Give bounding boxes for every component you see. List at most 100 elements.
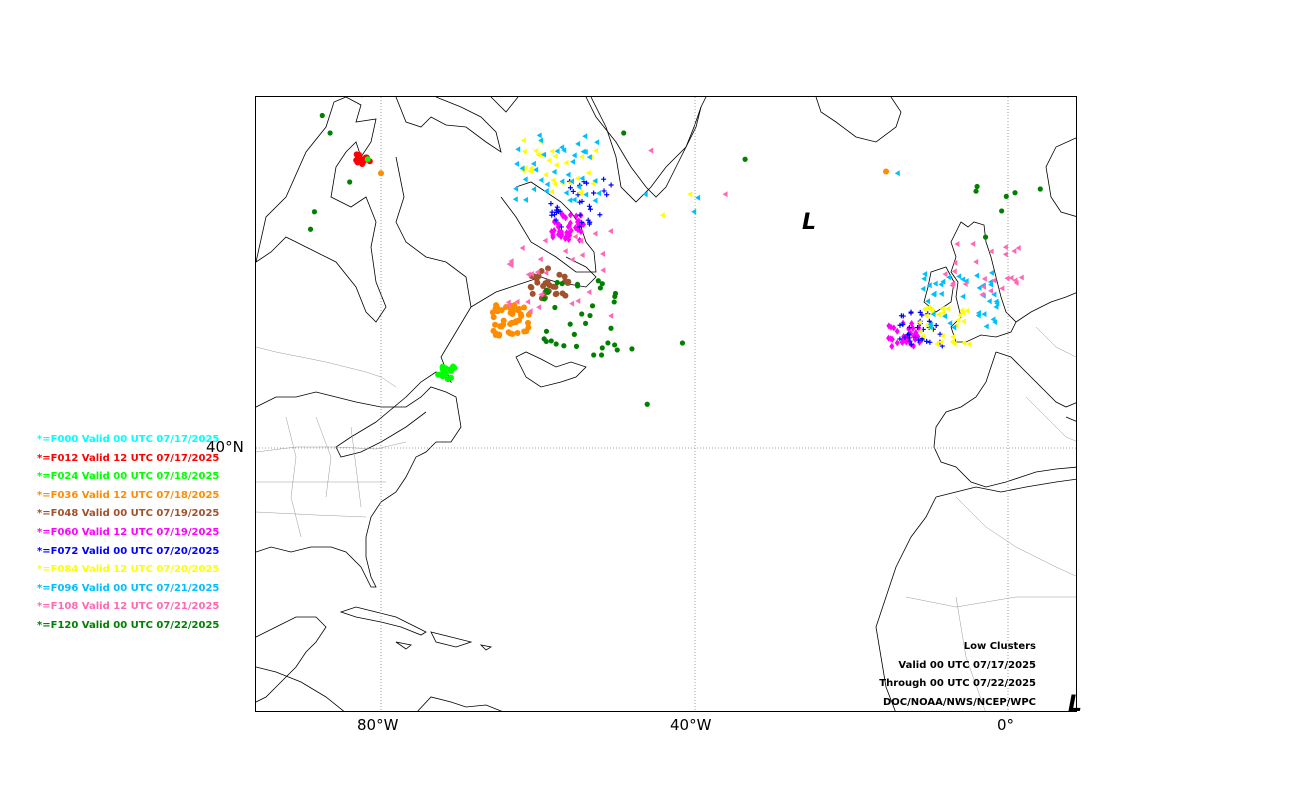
low-center-marker: [988, 281, 994, 288]
low-center-marker: [908, 309, 914, 315]
low-center-marker: [522, 196, 528, 203]
low-center-marker: [549, 227, 555, 235]
low-center-marker: [629, 346, 635, 352]
low-center-marker: [608, 325, 614, 331]
low-center-marker: [536, 304, 542, 311]
low-center-marker: [950, 333, 956, 340]
low-center-marker: [511, 302, 518, 309]
low-center-marker: [548, 201, 554, 207]
low-center-marker: [593, 147, 599, 154]
low-center-marker: [573, 212, 579, 220]
low-center-marker: [538, 267, 545, 274]
low-center-marker: [543, 328, 550, 334]
legend-item-f108: *=F108 Valid 12 UTC 07/21/2025: [37, 601, 220, 613]
low-center-marker: [522, 165, 528, 172]
low-center-marker: [514, 298, 520, 305]
low-center-marker: [964, 307, 970, 314]
low-center-marker: [586, 221, 592, 227]
low-center-marker: [540, 151, 546, 158]
low-center-marker: [924, 322, 930, 329]
low-center-marker: [435, 371, 442, 378]
low-center-marker: [567, 321, 573, 327]
low-center-marker: [567, 197, 573, 204]
low-center-marker: [905, 332, 911, 338]
legend-item-f072: *=F072 Valid 00 UTC 07/20/2025: [37, 545, 220, 557]
low-center-marker: [555, 208, 561, 214]
lon-label-40w: 40°W: [670, 716, 712, 734]
low-center-marker: [327, 130, 333, 136]
low-center-marker: [578, 189, 584, 196]
low-center-marker: [525, 271, 531, 278]
low-center-marker: [597, 212, 603, 218]
low-center-marker: [311, 209, 318, 215]
low-center-marker: [585, 217, 591, 223]
low-center-marker: [559, 144, 565, 151]
low-center-marker: [934, 341, 940, 348]
low-center-marker: [561, 343, 567, 349]
low-center-marker: [525, 319, 532, 326]
low-center-marker: [538, 137, 544, 144]
low-center-marker: [970, 240, 976, 247]
low-center-marker: [886, 322, 892, 330]
low-center-marker: [574, 175, 580, 182]
low-center-marker: [942, 313, 948, 320]
low-center-marker: [570, 188, 576, 194]
low-center-marker: [573, 343, 580, 349]
low-center-marker: [569, 178, 575, 185]
low-center-marker: [993, 303, 999, 310]
low-center-marker: [514, 160, 520, 167]
low-center-marker: [590, 180, 596, 187]
low-center-marker: [527, 308, 533, 315]
low-center-marker: [581, 221, 587, 229]
low-center-marker: [562, 248, 568, 255]
low-center-marker: [912, 334, 918, 340]
info-title: Low Clusters: [963, 641, 1036, 652]
low-center-marker: [981, 311, 987, 318]
low-center-marker: [567, 219, 573, 227]
low-center-marker: [891, 324, 897, 332]
low-center-marker: [679, 340, 686, 346]
low-center-marker: [535, 151, 541, 158]
low-center-marker: [612, 342, 618, 348]
low-center-marker: [510, 319, 517, 326]
low-center-marker: [601, 188, 607, 194]
low-center-marker: [582, 320, 589, 327]
lon-label-0: 0°: [997, 716, 1015, 734]
low-center-marker: [983, 323, 989, 330]
low-center-marker: [514, 307, 521, 314]
low-center-marker: [612, 293, 618, 300]
legend-item-f096: *=F096 Valid 00 UTC 07/21/2025: [37, 582, 220, 594]
low-center-marker: [938, 281, 944, 288]
low-center-marker: [519, 244, 525, 251]
low-center-marker: [980, 283, 986, 290]
low-center-marker: [608, 182, 614, 188]
low-center-marker: [582, 148, 588, 155]
low-center-marker: [598, 352, 605, 358]
product-info: Low Clusters Valid 00 UTC 07/17/2025 Thr…: [879, 638, 1036, 712]
low-center-marker: [506, 261, 512, 268]
low-center-marker: [954, 241, 960, 248]
low-center-marker: [608, 312, 614, 319]
low-center-marker: [444, 376, 451, 383]
low-center-marker: [577, 224, 583, 230]
low-center-marker: [988, 269, 994, 276]
low-center-marker: [378, 170, 384, 177]
low-center-marker: [543, 171, 549, 178]
low-center-marker: [525, 311, 532, 318]
low-center-marker: [932, 280, 938, 287]
low-center-marker: [1004, 275, 1010, 282]
low-center-marker: [520, 137, 526, 144]
low-center-marker: [556, 271, 563, 278]
low-center-marker: [583, 191, 589, 198]
low-center-marker: [582, 133, 588, 140]
low-center-marker: [907, 324, 913, 330]
low-center-marker: [907, 338, 913, 344]
low-center-marker: [353, 157, 360, 164]
low-center-marker: [956, 273, 962, 280]
low-center-marker: [447, 366, 454, 373]
coastlines: [256, 97, 1076, 711]
low-center-marker: [940, 278, 946, 285]
low-center-marker: [530, 160, 536, 167]
low-center-marker: [591, 352, 597, 358]
low-center-marker: [537, 256, 543, 263]
